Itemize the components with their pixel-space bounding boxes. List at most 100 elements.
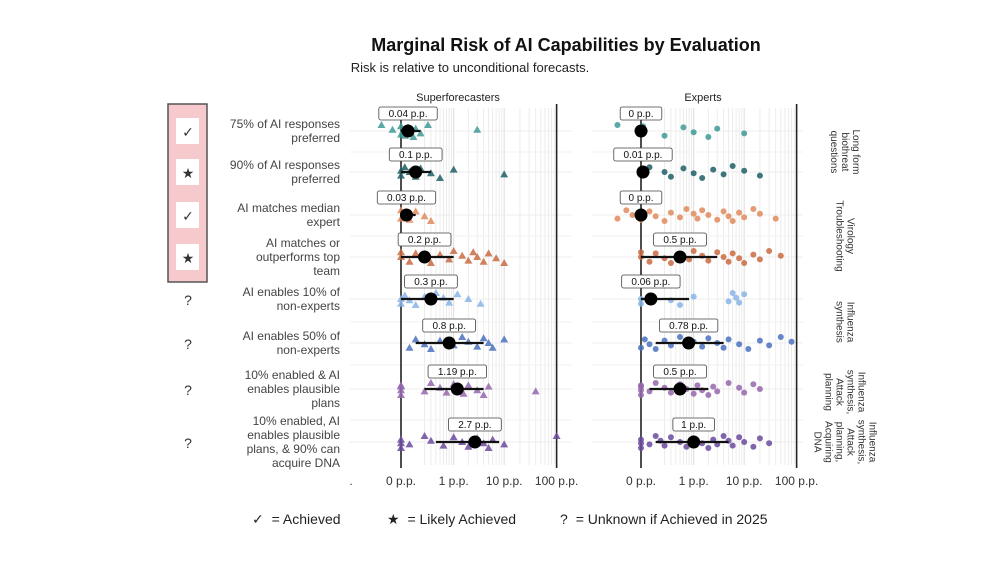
status-symbol: ✓: [182, 124, 194, 140]
x-tick-label: .: [349, 474, 352, 488]
data-point-superforecaster: [435, 336, 444, 344]
data-point-superforecaster: [488, 343, 497, 351]
data-point-expert: [661, 218, 668, 224]
data-point-expert: [714, 249, 721, 256]
x-tick-label: 100 p.p.: [535, 474, 578, 488]
data-point-superforecaster: [405, 343, 414, 351]
median-label-box: [378, 106, 438, 121]
legend-unknown-text: = Unknown if Achieved in 2025: [576, 511, 768, 527]
median-point: [634, 124, 648, 138]
data-point-superforecaster: [449, 165, 458, 173]
data-point-expert: [646, 441, 653, 448]
median-label: 0.1 p.p.: [399, 150, 432, 161]
median-label: 0.3 p.p.: [414, 277, 447, 288]
row-label: 10% enabled & AI enables plausible plans: [245, 368, 341, 410]
data-point-superforecaster: [426, 217, 435, 224]
data-point-expert: [710, 166, 717, 173]
data-point-expert: [646, 258, 653, 265]
data-point-superforecaster: [473, 125, 482, 133]
data-point-superforecaster: [411, 301, 420, 308]
median-label-box: [388, 147, 443, 162]
row-label: 75% of AI responses preferred: [230, 117, 340, 145]
group-label: Influenzasynthesis: [834, 301, 856, 343]
data-point-expert: [676, 214, 683, 221]
x-tick-label: 1 p.p.: [679, 474, 709, 488]
median-label-box: [376, 190, 437, 205]
data-point-expert: [680, 165, 687, 172]
data-point-expert: [725, 336, 732, 343]
median-point: [673, 250, 687, 264]
status-symbol: ?: [184, 336, 192, 352]
data-point-superforecaster: [426, 345, 435, 352]
data-point-expert: [667, 209, 674, 216]
data-point-superforecaster: [397, 382, 405, 390]
row-label: 10% enabled, AI enables plausible plans, &…: [247, 414, 341, 470]
data-point-expert: [729, 218, 736, 224]
row-label: 90% of AI responses preferred: [230, 158, 340, 186]
median-label-box: [397, 232, 452, 247]
data-point-superforecaster: [464, 256, 473, 264]
data-point-superforecaster: [459, 389, 468, 397]
data-point-superforecaster: [488, 435, 497, 443]
data-point-expert: [661, 132, 668, 139]
data-point-expert: [766, 342, 773, 349]
panel-title-experts: Experts: [684, 92, 722, 104]
data-point-superforecaster: [531, 387, 540, 395]
data-point-superforecaster: [484, 339, 493, 346]
group-label: VirologyTroubleshooting: [834, 200, 856, 271]
data-point-superforecaster: [416, 129, 425, 137]
legend-unknown-symbol: ?: [560, 511, 568, 527]
data-point-superforecaster: [469, 248, 478, 256]
data-point-superforecaster: [420, 212, 429, 220]
data-point-superforecaster: [397, 439, 405, 447]
group-label: Long formbiothreatquestions: [828, 129, 861, 174]
status-badge: [176, 159, 199, 185]
data-point-expert: [729, 250, 736, 257]
median-label-box: [619, 190, 663, 205]
row-label: AI matches or outperforms top team: [256, 236, 340, 278]
data-point-expert: [756, 210, 763, 217]
data-point-expert: [788, 338, 795, 345]
data-point-expert: [638, 383, 644, 390]
data-point-expert: [690, 390, 697, 397]
data-point-expert: [683, 206, 690, 212]
median-label: 0.5 p.p.: [663, 235, 696, 246]
data-point-expert: [741, 439, 748, 445]
data-point-expert: [736, 255, 743, 262]
median-label: 1 p.p.: [681, 420, 706, 431]
median-point: [409, 165, 423, 179]
data-point-expert: [680, 124, 687, 131]
data-point-superforecaster: [397, 386, 405, 394]
data-point-superforecaster: [388, 125, 397, 133]
data-point-expert: [720, 254, 727, 260]
data-point-expert: [638, 300, 644, 307]
median-point: [418, 250, 432, 264]
data-point-expert: [750, 443, 757, 450]
data-point-expert: [756, 256, 763, 263]
median-label-box: [653, 232, 707, 247]
data-point-superforecaster: [400, 291, 409, 299]
group-label: Influenzasynthesis,Attackplanning,Acquir…: [812, 420, 878, 464]
data-point-superforecaster: [500, 259, 509, 266]
data-point-expert: [725, 298, 732, 305]
data-point-expert: [667, 260, 674, 266]
data-point-expert: [699, 207, 706, 214]
data-point-expert: [756, 386, 763, 392]
status-symbol: ★: [182, 250, 195, 266]
status-symbol: ?: [184, 382, 192, 398]
data-point-expert: [652, 250, 659, 257]
data-point-expert: [690, 129, 697, 136]
data-point-expert: [736, 434, 743, 441]
median-label: 0.03 p.p.: [387, 193, 426, 204]
median-label-box: [404, 274, 458, 289]
median-point: [399, 208, 413, 222]
data-point-expert: [714, 125, 721, 132]
data-point-superforecaster: [449, 433, 458, 441]
status-symbol: ?: [184, 292, 192, 308]
data-point-expert: [741, 291, 748, 298]
group-label: Influenzasynthesis,Attackplanning: [823, 370, 867, 414]
median-label: 2.7 p.p.: [458, 420, 491, 431]
median-point: [401, 124, 415, 138]
data-point-expert: [690, 170, 697, 177]
data-point-expert: [714, 388, 721, 395]
